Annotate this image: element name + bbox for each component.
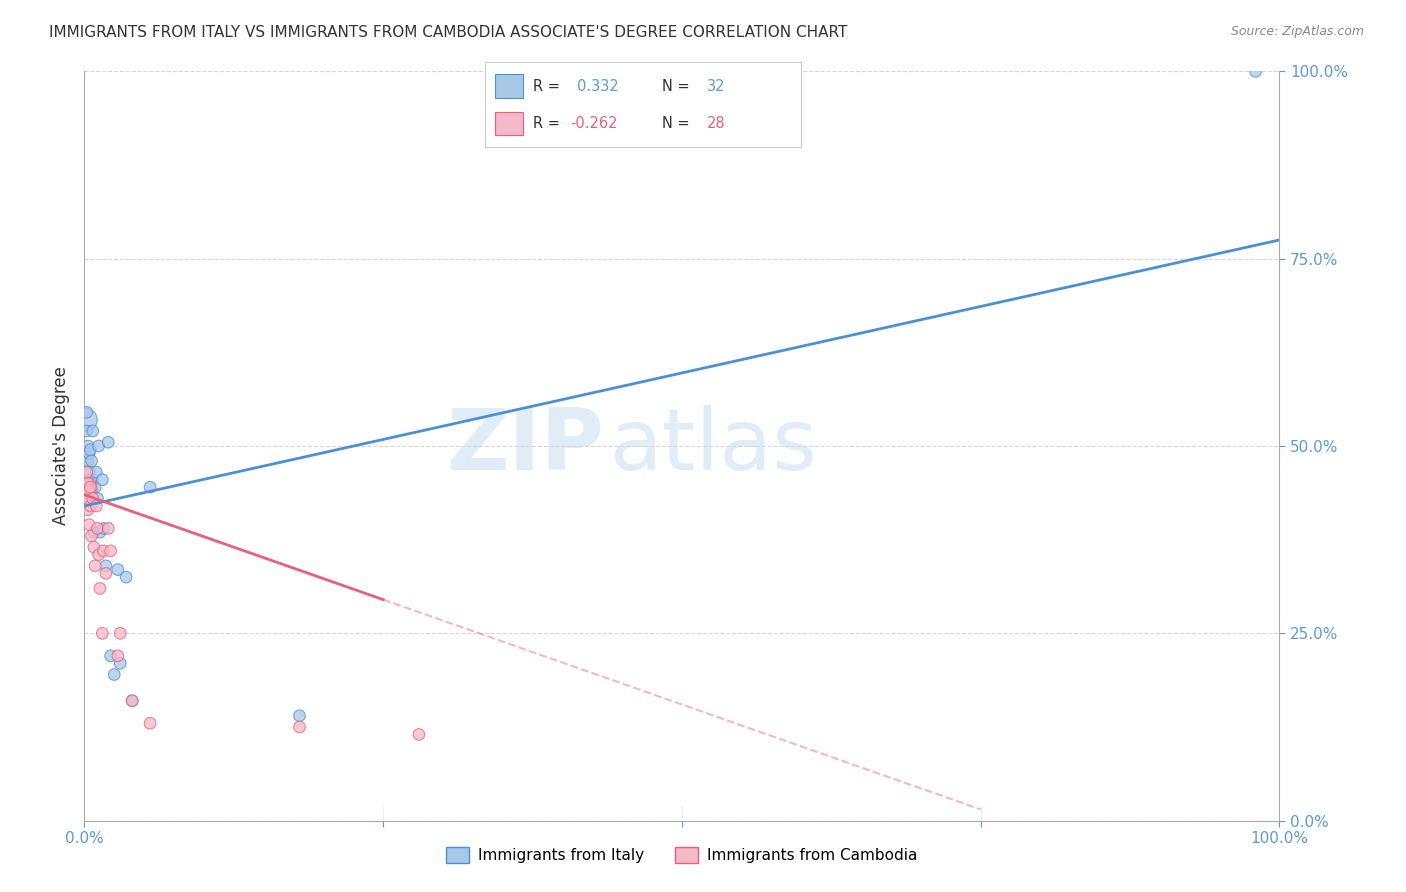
Point bbox=[107, 648, 129, 663]
Point bbox=[77, 454, 100, 468]
Point bbox=[110, 626, 132, 640]
Point bbox=[82, 424, 104, 438]
Point bbox=[100, 544, 122, 558]
Point bbox=[77, 446, 100, 460]
Text: Source: ZipAtlas.com: Source: ZipAtlas.com bbox=[1230, 25, 1364, 38]
Point bbox=[77, 476, 100, 491]
Text: ZIP: ZIP bbox=[447, 404, 605, 488]
Point bbox=[79, 480, 101, 494]
Point bbox=[93, 544, 115, 558]
Point bbox=[121, 694, 143, 708]
Point bbox=[80, 454, 103, 468]
Point bbox=[87, 439, 110, 453]
Point bbox=[76, 465, 98, 479]
Text: -0.262: -0.262 bbox=[571, 116, 619, 131]
Point bbox=[121, 694, 143, 708]
Point bbox=[84, 558, 107, 573]
Legend: Immigrants from Italy, Immigrants from Cambodia: Immigrants from Italy, Immigrants from C… bbox=[440, 841, 924, 869]
Point bbox=[139, 716, 162, 731]
Point bbox=[77, 439, 100, 453]
Point bbox=[408, 727, 430, 741]
Point bbox=[82, 473, 104, 487]
Point bbox=[84, 480, 107, 494]
Text: atlas: atlas bbox=[610, 404, 818, 488]
Point bbox=[115, 570, 138, 584]
Point bbox=[75, 413, 97, 427]
Point bbox=[79, 442, 101, 457]
Point bbox=[86, 521, 108, 535]
Point bbox=[80, 529, 103, 543]
Point bbox=[91, 473, 114, 487]
Point bbox=[288, 720, 311, 734]
Point bbox=[77, 517, 100, 532]
Point bbox=[86, 499, 108, 513]
Point bbox=[79, 473, 101, 487]
Text: N =: N = bbox=[662, 78, 695, 94]
Point bbox=[87, 548, 110, 562]
Point bbox=[97, 521, 120, 535]
Point bbox=[83, 540, 105, 554]
Point bbox=[139, 480, 162, 494]
Y-axis label: Associate's Degree: Associate's Degree bbox=[52, 367, 70, 525]
Point bbox=[89, 525, 111, 540]
Point bbox=[79, 499, 101, 513]
Text: IMMIGRANTS FROM ITALY VS IMMIGRANTS FROM CAMBODIA ASSOCIATE'S DEGREE CORRELATION: IMMIGRANTS FROM ITALY VS IMMIGRANTS FROM… bbox=[49, 25, 848, 40]
Point bbox=[97, 435, 120, 450]
Point bbox=[110, 657, 132, 671]
Point bbox=[76, 424, 98, 438]
Text: 0.332: 0.332 bbox=[576, 78, 619, 94]
Point bbox=[103, 667, 125, 681]
Point bbox=[77, 502, 100, 516]
Text: 28: 28 bbox=[706, 116, 725, 131]
Point bbox=[83, 525, 105, 540]
Point bbox=[107, 563, 129, 577]
Point bbox=[1244, 64, 1267, 78]
Point bbox=[75, 480, 97, 494]
Point bbox=[77, 465, 100, 479]
Text: R =: R = bbox=[533, 116, 564, 131]
Point bbox=[100, 648, 122, 663]
Text: R =: R = bbox=[533, 78, 564, 94]
Point bbox=[86, 465, 108, 479]
Point bbox=[77, 483, 100, 498]
Bar bbox=[495, 74, 523, 98]
Point bbox=[80, 483, 103, 498]
Bar bbox=[495, 112, 523, 136]
Text: 32: 32 bbox=[706, 78, 725, 94]
Point bbox=[94, 566, 117, 581]
Point bbox=[89, 582, 111, 596]
Point bbox=[288, 708, 311, 723]
Point bbox=[82, 491, 104, 506]
Point bbox=[76, 491, 98, 506]
Text: N =: N = bbox=[662, 116, 695, 131]
Point bbox=[91, 626, 114, 640]
Point bbox=[94, 558, 117, 573]
Point bbox=[76, 405, 98, 419]
Point bbox=[86, 491, 108, 506]
Point bbox=[93, 521, 115, 535]
